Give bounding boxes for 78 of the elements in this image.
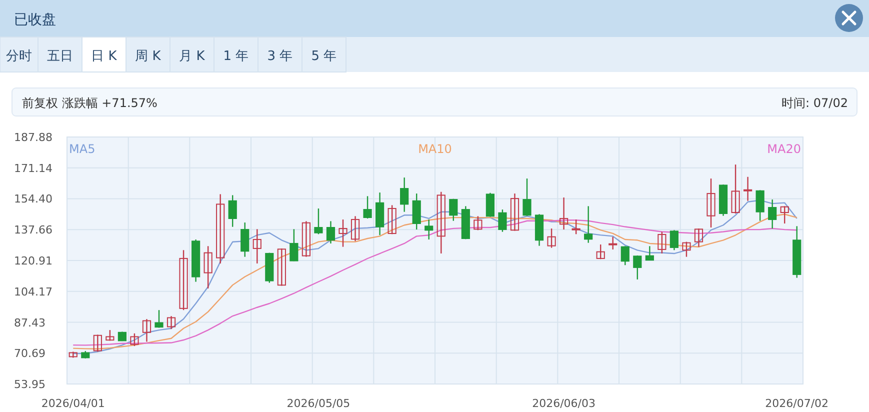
candlestick — [768, 198, 777, 230]
candlestick — [498, 208, 507, 232]
candlestick — [486, 192, 494, 218]
text: 月 K — [179, 49, 206, 64]
candlestick — [106, 329, 114, 342]
y-tick-label: 53.95 — [14, 378, 46, 391]
candlestick — [350, 216, 360, 242]
x-tick-label: 2026/06/03 — [532, 397, 596, 410]
candlestick — [326, 220, 336, 244]
text: 分时 — [6, 49, 32, 64]
candlestick — [596, 244, 605, 260]
y-tick-label: 70.69 — [14, 347, 46, 360]
candlestick — [400, 176, 409, 212]
candlestick — [608, 236, 618, 250]
candlestick — [756, 190, 764, 222]
candlestick — [375, 192, 384, 236]
candlestick — [522, 178, 532, 216]
y-tick-label: 120.91 — [14, 254, 52, 268]
text: MA5 — [69, 142, 96, 156]
candlestick — [130, 332, 139, 347]
text: MA10 — [418, 142, 452, 156]
candlestick — [449, 198, 458, 222]
candlestick — [620, 246, 630, 266]
candlestick — [658, 231, 666, 254]
candlestick — [204, 246, 212, 290]
candlestick — [694, 228, 704, 248]
candlestick — [314, 208, 323, 235]
y-tick-label: 137.66 — [14, 224, 52, 237]
text: 3 年 — [267, 49, 293, 64]
candlestick — [682, 241, 691, 258]
candlestick — [743, 176, 752, 202]
text: 1 年 — [223, 49, 249, 64]
candlestick — [645, 246, 654, 262]
candlestick — [412, 192, 421, 230]
x-tick-label: 2026/07/02 — [765, 397, 829, 410]
candlestick — [252, 228, 262, 264]
candlestick — [780, 206, 789, 224]
candlestick — [277, 248, 286, 286]
candlestick — [228, 194, 237, 228]
candlestick — [290, 228, 298, 262]
candlestick — [93, 334, 102, 352]
candlestick — [706, 178, 716, 228]
x-tick-label: 2026/04/01 — [41, 397, 105, 410]
candlestick — [424, 218, 434, 240]
y-tick-label: 104.17 — [14, 285, 52, 298]
candlestick — [240, 222, 250, 258]
candlestick — [559, 196, 568, 230]
candlestick — [154, 309, 164, 328]
y-tick-label: 187.88 — [14, 131, 52, 144]
text: 五日 — [47, 49, 73, 64]
candlestick — [302, 220, 310, 258]
y-tick-label: 87.43 — [14, 316, 46, 330]
candlestick — [363, 196, 372, 220]
text: 日 K — [91, 49, 118, 64]
text: 周 K — [135, 49, 162, 64]
y-tick-label: 171.14 — [14, 162, 52, 175]
candlestick — [216, 194, 225, 264]
candlestick — [731, 164, 740, 214]
text: 时间: 07/02 — [782, 96, 848, 110]
candlestick — [474, 216, 482, 231]
candlestick — [510, 192, 520, 232]
text: 5 年 — [311, 49, 337, 64]
candlestick — [584, 206, 593, 244]
candlestick — [166, 315, 176, 330]
candlestick — [547, 228, 556, 248]
candlestick — [436, 191, 446, 254]
candlestick — [179, 250, 188, 311]
candlestick — [670, 230, 678, 251]
candlestick — [572, 218, 580, 235]
text: MA20 — [767, 142, 801, 156]
text: 前复权 涨跌幅 +71.57% — [22, 96, 158, 110]
y-tick-label: 154.40 — [14, 192, 52, 206]
candlestick — [633, 254, 642, 280]
candlestick — [142, 318, 152, 342]
chart-title: 已收盘 — [14, 12, 56, 28]
candlestick — [388, 204, 396, 235]
x-tick-label: 2026/05/05 — [286, 397, 350, 410]
candlestick — [338, 218, 348, 248]
